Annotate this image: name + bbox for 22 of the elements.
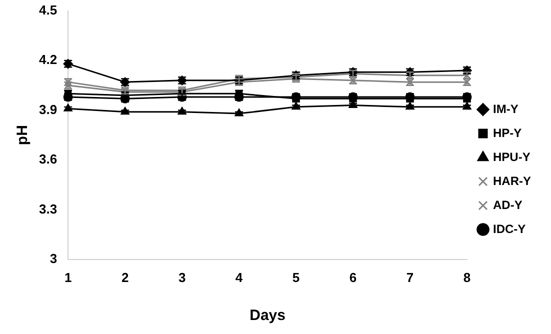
y-tick-label: 3 — [50, 250, 58, 266]
y-tick-label: 4.2 — [38, 52, 58, 68]
legend-label: HP-Y — [493, 126, 522, 140]
x-tick-label: 6 — [349, 270, 357, 285]
x-tick-label: 5 — [292, 270, 300, 285]
x-tick-label: 7 — [406, 270, 414, 285]
legend-label: IM-Y — [493, 102, 518, 116]
y-axis-title: pH — [14, 125, 32, 146]
x-tick-label: 1 — [64, 270, 72, 285]
x-tick-label: 4 — [235, 270, 244, 285]
y-tick-label: 4.5 — [38, 2, 58, 18]
x-tick-label: 8 — [463, 270, 471, 285]
legend-label: HPU-Y — [493, 150, 530, 164]
legend-label: IDC-Y — [493, 222, 526, 236]
x-tick-label: 2 — [121, 270, 129, 285]
x-tick-label: 3 — [178, 270, 186, 285]
x-axis-title: Days — [250, 307, 286, 324]
legend-label: AD-Y — [493, 198, 522, 212]
y-tick-label: 3.3 — [38, 201, 58, 216]
y-tick-label: 3.6 — [38, 152, 58, 167]
y-tick-label: 3.9 — [38, 102, 58, 117]
legend-label: HAR-Y — [493, 174, 531, 188]
